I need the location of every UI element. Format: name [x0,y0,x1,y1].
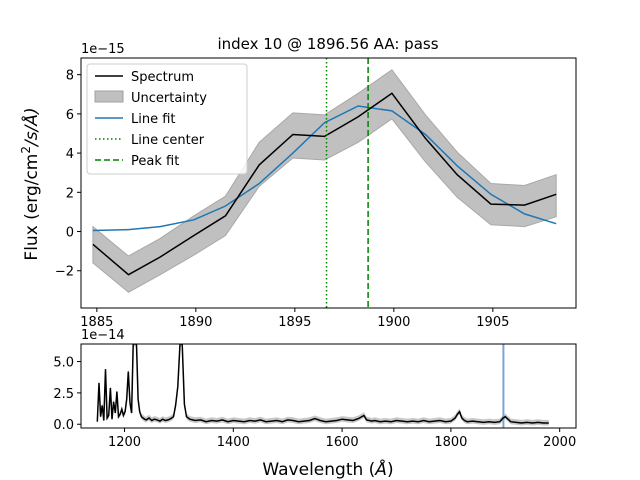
bottom-y-tick-label: 0.0 [53,418,74,433]
legend-line-fit-label: Line fit [131,112,176,127]
uncertainty-band [92,69,557,293]
legend-peak-fit-label: Peak fit [131,154,179,169]
top-y-tick-label: 0 [66,226,74,241]
top-frame [80,57,577,309]
line-zoom-panel: index 10 @ 1896.56 AA: pass 1e−15 1885 18… [19,35,577,330]
full-spectrum-layer [96,344,549,428]
full-spectrum-uncertainty-band [97,344,549,426]
bottom-x-tick-label: 1800 [434,435,467,450]
spectrum-series [92,92,557,276]
bottom-axes: 1200 1400 1600 1800 2000 0.0 2.5 5.0 [53,343,577,450]
line-fit-series [92,105,557,232]
bottom-x-axis-label: Wavelength (Å) [262,458,393,480]
top-y-tick-label: 8 [66,69,74,84]
top-x-tick-label: 1890 [179,315,212,330]
legend-line-center-label: Line center [131,133,205,148]
top-x-tick-label: 1905 [476,315,509,330]
bottom-y-tick-label: 5.0 [53,356,74,371]
legend: Spectrum Uncertainty Line fit Line cente… [86,63,248,175]
top-y-tick-label: −2 [55,265,74,280]
legend-box [86,63,248,175]
full-spectrum-panel: 1e−14 1200 1400 1600 1800 2000 0.0 2.5 5.0 Wave… [53,328,577,480]
top-y-tick-label: 6 [66,108,74,123]
top-x-tick-label: 1900 [377,315,410,330]
bottom-x-tick-label: 1600 [326,435,359,450]
top-panel-title: index 10 @ 1896.56 AA: pass [217,35,438,53]
top-x-tick-label: 1895 [278,315,311,330]
top-lines-layer [92,58,557,308]
bottom-y-tick-label: 2.5 [53,387,74,402]
top-axes: 1885 1890 1895 1900 1905 −2 0 2 4 6 8 [55,57,577,330]
top-y-axis-label: Flux (erg/cm2/s/Å) [19,107,42,260]
legend-uncertainty-label: Uncertainty [131,91,207,106]
legend-uncertainty-swatch [94,90,124,103]
bottom-x-tick-label: 1400 [217,435,250,450]
top-offset-label: 1e−15 [81,42,125,57]
bottom-x-tick-label: 1200 [108,435,141,450]
full-spectrum-series [96,344,549,424]
uncertainty-band-layer [92,69,557,293]
bottom-x-tick-label: 2000 [543,435,576,450]
bottom-frame [80,343,577,429]
legend-spectrum-label: Spectrum [131,70,194,85]
top-x-tick-label: 1885 [80,315,113,330]
top-y-tick-label: 2 [66,186,74,201]
top-y-tick-label: 4 [66,147,74,162]
bottom-offset-label: 1e−14 [81,328,125,343]
